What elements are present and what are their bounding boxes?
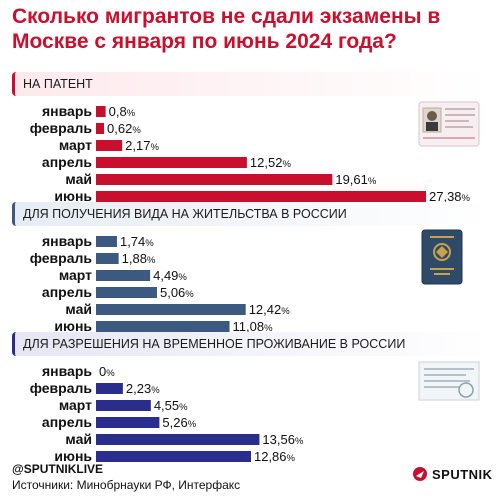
value-label: 0,62% (107, 121, 141, 136)
bar (96, 236, 117, 247)
category-label: февраль (30, 250, 93, 266)
sputnik-logo-icon (413, 467, 427, 481)
category-label: март (59, 137, 92, 153)
bar (96, 191, 426, 202)
value-label: 12,52% (250, 155, 292, 170)
category-label: февраль (30, 120, 93, 136)
category-label: март (59, 397, 92, 413)
category-label: март (59, 267, 92, 283)
value-label: 0% (99, 364, 115, 379)
patent-document-icon (418, 100, 480, 153)
value-label: 5,26% (162, 415, 196, 430)
bar (96, 400, 151, 411)
value-label: 11,08% (233, 319, 274, 334)
sputnik-logo-text: SPUTNIK (432, 466, 493, 482)
sputnik-logo: SPUTNIK (412, 466, 493, 482)
section-temporary-header: ДЛЯ РАЗРЕШЕНИЯ НА ВРЕМЕННОЕ ПРОЖИВАНИЕ В… (12, 332, 488, 356)
bar (96, 106, 106, 117)
bar (96, 270, 151, 281)
temporary-bar-chart: январь 0% февраль 2,23% март 4,55% апрель 5,26%… (30, 363, 304, 464)
bar (96, 253, 119, 264)
bar (96, 123, 104, 134)
section-patent-header: НА ПАТЕНТ (12, 72, 488, 96)
value-label: 4,55% (154, 398, 188, 413)
value-label: 27,38% (429, 189, 471, 204)
category-label: май (65, 171, 92, 187)
category-label: май (65, 301, 92, 317)
bar (96, 417, 160, 428)
bar (96, 157, 247, 168)
value-label: 4,49% (153, 268, 187, 283)
category-label: июнь (54, 188, 92, 204)
category-label: апрель (42, 414, 92, 430)
bar (96, 434, 260, 445)
value-label: 0,8% (109, 104, 136, 119)
bar (96, 140, 123, 151)
section-residence-header: ДЛЯ ПОЛУЧЕНИЯ ВИДА НА ЖИТЕЛЬСТВА В РОССИ… (12, 202, 488, 226)
value-label: 1,88% (122, 251, 156, 266)
value-label: 2,17% (125, 138, 159, 153)
footer-source: Источники: Минобрнауки РФ, Интерфакс (12, 478, 241, 492)
value-label: 13,56% (262, 432, 304, 447)
residence-permit-booklet-icon (420, 228, 464, 291)
category-label: январь (42, 233, 92, 249)
residence-bar-chart: январь 1,74% февраль 1,88% март 4,49% апрель 5,… (30, 233, 291, 334)
value-label: 2,23% (126, 381, 160, 396)
category-label: май (65, 431, 92, 447)
category-label: январь (42, 363, 92, 379)
value-label: 19,61% (335, 172, 377, 187)
chart-title: Сколько мигрантов не сдали экзамены в Мо… (12, 5, 441, 53)
category-label: апрель (42, 284, 92, 300)
bar (96, 304, 246, 315)
bar (96, 174, 333, 185)
category-label: январь (42, 103, 92, 119)
category-label: февраль (30, 380, 93, 396)
value-label: 12,86% (254, 449, 296, 464)
value-label: 5,06% (160, 285, 194, 300)
patent-bar-chart: январь 0,8% февраль 0,62% март 2,17% апрель 12,… (30, 103, 471, 204)
value-label: 1,74% (120, 234, 154, 249)
category-label: июнь (54, 448, 92, 464)
category-label: июнь (54, 318, 92, 334)
temporary-permit-stamp-icon (418, 360, 480, 407)
bar (96, 321, 230, 332)
category-label: апрель (42, 154, 92, 170)
value-label: 12,42% (249, 302, 291, 317)
bar (96, 287, 157, 298)
footer-handle: @SPUTNIKLIVE (12, 462, 104, 476)
bar (96, 451, 251, 462)
bar (96, 383, 123, 394)
